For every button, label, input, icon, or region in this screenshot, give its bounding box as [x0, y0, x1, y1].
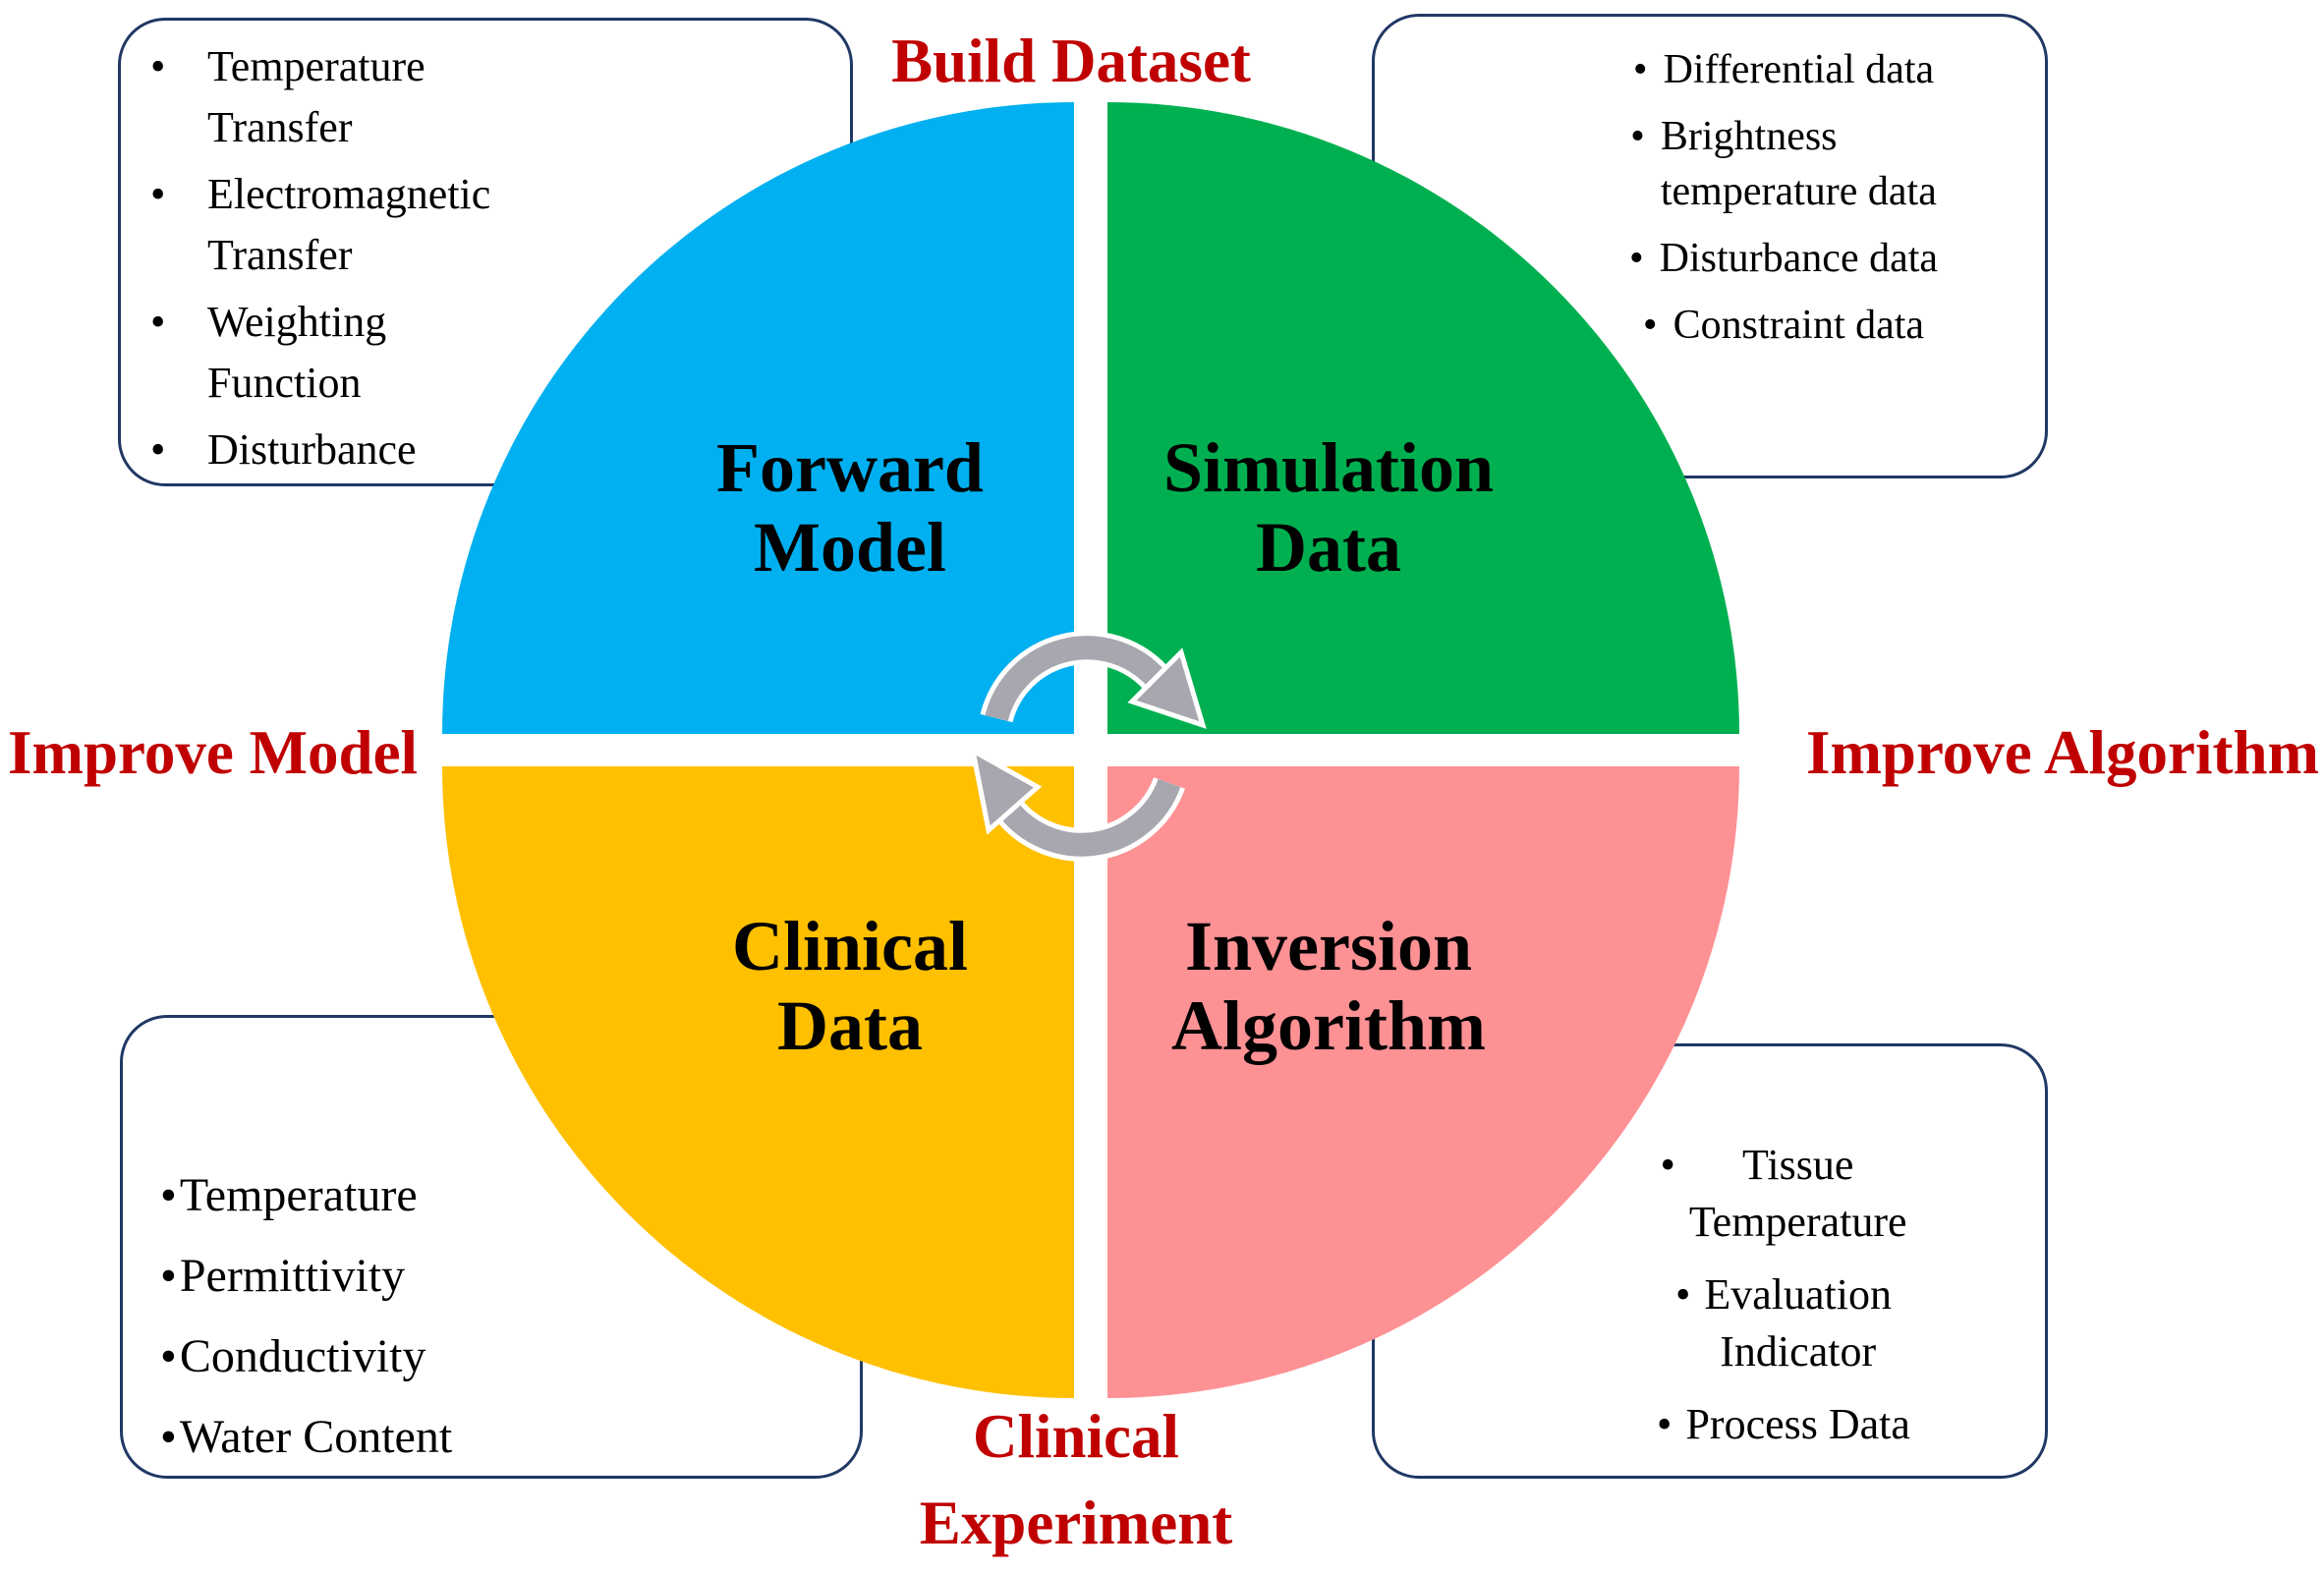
list-item-text: Differential data — [1663, 47, 1935, 92]
list-item-text: Constraint data — [1672, 303, 1925, 348]
clinical-data-notes-list: • Temperature • Permittivity • Conductivity • W… — [123, 1018, 860, 1468]
cycle-arrow-top-head — [1127, 647, 1207, 729]
bullet-icon: • — [1632, 47, 1648, 92]
list-item: • Differential data — [1522, 42, 2045, 97]
build-dataset-label: Build Dataset — [891, 27, 1251, 95]
list-item: • Water Content — [160, 1407, 860, 1468]
list-item: • Brightness temperature data — [1522, 109, 2045, 219]
bullet-icon: • — [160, 1411, 177, 1463]
simulation-data-notes-list: • Differential data • Brightness temperatur… — [1375, 17, 2045, 353]
list-item: • Electromagnetic Transfer — [150, 164, 840, 286]
list-item-text: Weighting Function — [207, 298, 387, 407]
bullet-icon: • — [150, 298, 166, 346]
list-item: • Permittivity — [160, 1246, 860, 1307]
quadrant-simulation-data — [1107, 102, 1739, 734]
inversion-algorithm-title: Inversion Algorithm — [1171, 907, 1486, 1065]
quadrant-clinical-data — [442, 766, 1074, 1398]
list-item: • Evaluation Indicator — [1522, 1266, 2045, 1380]
bullet-icon: • — [150, 425, 166, 474]
bullet-icon: • — [160, 1250, 177, 1302]
list-item-text: Electromagnetic Transfer — [207, 170, 491, 279]
list-item-text: Tissue Temperature — [1688, 1141, 1907, 1246]
list-item-text: Brightness temperature data — [1660, 114, 1937, 214]
list-item: • Temperature — [160, 1165, 860, 1226]
forward-model-notes-box: • Temperature Transfer • Electromagnetic Tr… — [118, 18, 853, 486]
clinical-data-notes-box: • Temperature • Permittivity • Conductivity • W… — [120, 1015, 863, 1479]
cycle-arrow-top — [985, 636, 1165, 722]
simulation-data-title: Simulation Data — [1162, 428, 1495, 587]
bullet-icon: • — [150, 42, 166, 90]
list-item: • Tissue Temperature — [1522, 1137, 2045, 1251]
bullet-icon: • — [150, 170, 166, 218]
clinical-data-title: Clinical Data — [731, 907, 969, 1065]
bullet-icon: • — [1630, 114, 1645, 159]
cycle-arrows — [969, 631, 1207, 862]
cycle-arrow-bottom — [994, 778, 1181, 857]
bullet-icon: • — [1642, 303, 1658, 348]
list-item: • Conductivity — [160, 1326, 860, 1387]
improve-model-label: Improve Model — [8, 718, 419, 787]
improve-algorithm-label: Improve Algorithm — [1805, 718, 2319, 787]
list-item: • Process Data — [1522, 1396, 2045, 1453]
list-item: • Constraint data — [1522, 298, 2045, 353]
list-item-text: Permittivity — [179, 1250, 406, 1302]
list-item-text: Water Content — [179, 1411, 453, 1463]
list-item-text: Temperature — [179, 1169, 418, 1221]
bullet-icon: • — [1674, 1270, 1691, 1319]
quadrant-inversion-algorithm — [1107, 766, 1739, 1398]
list-item-text: Evaluation Indicator — [1704, 1270, 1892, 1376]
list-item: • Temperature Transfer — [150, 36, 840, 158]
bullet-icon: • — [1657, 1400, 1672, 1448]
bullet-icon: • — [1628, 236, 1644, 281]
list-item-text: Disturbance — [207, 425, 417, 474]
bullet-icon: • — [160, 1330, 177, 1382]
bullet-icon: • — [1660, 1141, 1675, 1189]
cycle-arrow-bottom-head — [969, 746, 1043, 835]
forward-model-notes-list: • Temperature Transfer • Electromagnetic Tr… — [121, 21, 850, 480]
list-item: • Weighting Function — [150, 292, 840, 414]
quadrant-forward-model — [442, 102, 1074, 734]
list-item: • Disturbance data — [1522, 231, 2045, 286]
list-item-text: Process Data — [1685, 1400, 1910, 1448]
list-item-text: Temperature Transfer — [207, 42, 425, 151]
list-item: • Disturbance — [150, 420, 840, 480]
inversion-algorithm-notes-list: • Tissue Temperature • Evaluation Indicator… — [1375, 1046, 2045, 1453]
inversion-algorithm-notes-box: • Tissue Temperature • Evaluation Indicator… — [1372, 1043, 2048, 1479]
clinical-experiment-label: Clinical Experiment — [919, 1402, 1233, 1558]
list-item-text: Conductivity — [179, 1330, 426, 1382]
bullet-icon: • — [160, 1169, 177, 1221]
forward-model-title: Forward Model — [716, 428, 984, 587]
list-item-text: Disturbance data — [1659, 236, 1939, 281]
